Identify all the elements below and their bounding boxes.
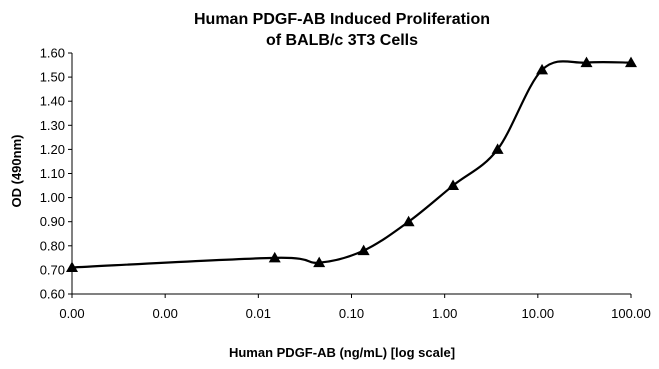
- data-point-markers: [66, 56, 637, 272]
- y-axis-ticks: 0.60 0.70 0.80 0.90 1.00 1.10 1.20 1.30 1.40 1.50…: [40, 46, 72, 302]
- x-tick-label: 1.00: [432, 306, 457, 321]
- y-axis-label: OD (490nm): [9, 135, 24, 208]
- x-tick-label: 0.10: [339, 306, 364, 321]
- data-point-marker: [268, 251, 281, 263]
- data-point-marker: [357, 244, 370, 256]
- data-point-marker: [580, 56, 593, 68]
- y-tick-label: 0.80: [40, 238, 65, 253]
- y-tick-label: 0.70: [40, 262, 65, 277]
- y-tick-label: 1.60: [40, 46, 65, 61]
- data-point-marker: [447, 179, 460, 191]
- data-point-marker: [66, 261, 78, 272]
- x-tick-label: 0.00: [153, 306, 178, 321]
- chart-title-line-2: of BALB/c 3T3 Cells: [266, 32, 418, 49]
- x-axis-ticks: 0.00 0.00 0.01 0.10 1.00 10.00 100.00: [59, 294, 651, 321]
- data-point-marker: [625, 56, 637, 68]
- y-tick-label: 0.90: [40, 214, 65, 229]
- data-point-marker: [536, 63, 549, 75]
- y-tick-label: 1.50: [40, 70, 65, 85]
- data-point-marker: [402, 215, 415, 227]
- y-tick-label: 1.00: [40, 190, 65, 205]
- data-point-marker: [491, 143, 504, 154]
- y-tick-label: 1.30: [40, 118, 65, 133]
- y-tick-label: 1.40: [40, 94, 65, 109]
- y-tick-label: 1.20: [40, 142, 65, 157]
- x-tick-label: 0.00: [59, 306, 84, 321]
- y-tick-label: 0.60: [40, 287, 65, 302]
- chart-title-line-1: Human PDGF-AB Induced Proliferation: [194, 11, 490, 28]
- x-axis-label: Human PDGF-AB (ng/mL) [log scale]: [229, 345, 455, 360]
- data-point-marker: [313, 256, 326, 268]
- x-tick-label: 0.01: [246, 306, 271, 321]
- x-tick-label: 10.00: [522, 306, 555, 321]
- x-tick-label: 100.00: [611, 306, 651, 321]
- series-line: [71, 60, 632, 269]
- y-tick-label: 1.10: [40, 166, 65, 181]
